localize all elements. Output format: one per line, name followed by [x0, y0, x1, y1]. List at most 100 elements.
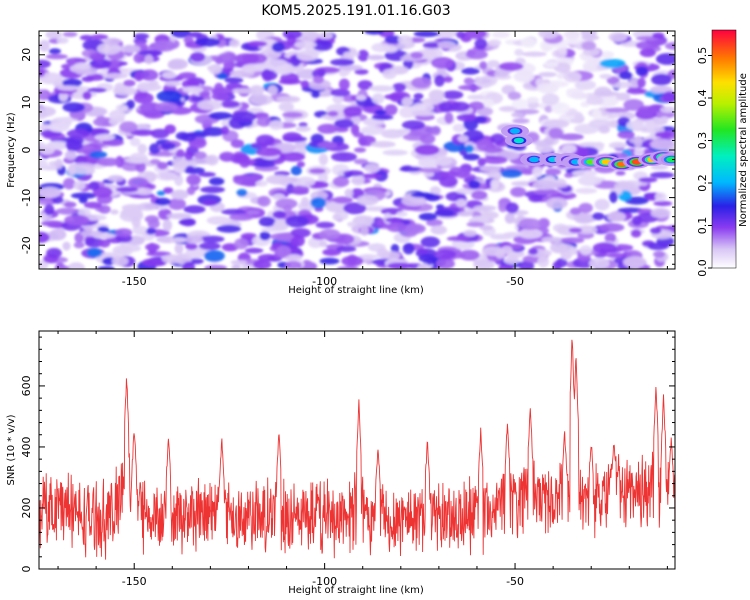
spectrogram-cell	[164, 80, 182, 87]
spectrogram-cell	[664, 42, 675, 50]
spectrogram-cell	[357, 49, 369, 62]
snr-x-axis-title: Height of straight line (km)	[288, 585, 424, 596]
spectrogram-cell	[94, 133, 116, 141]
spectrogram-cell	[609, 191, 618, 204]
spectrogram-cell	[604, 232, 617, 244]
spectrogram-cell	[570, 92, 589, 100]
spectrogram-cell	[623, 256, 647, 268]
spectrogram-cell	[574, 111, 584, 122]
spectrogram-cell	[335, 126, 349, 133]
spectrogram-cell	[167, 198, 186, 211]
spectrogram-cell	[650, 207, 671, 219]
spectrogram-cell	[364, 163, 380, 173]
spectrogram-cell	[467, 94, 485, 100]
spectrogram-cell	[518, 228, 543, 239]
spectrogram-cell	[630, 229, 642, 238]
spectrogram-cell	[234, 238, 249, 250]
spectrogram-cell	[458, 84, 483, 91]
x-tick-label: -150	[122, 275, 147, 288]
spectrogram-cell	[135, 161, 146, 173]
spectrogram-cell	[216, 224, 242, 233]
spectrogram-cell	[608, 32, 628, 42]
spectrogram-cell	[374, 109, 387, 115]
spectrogram-cell	[140, 69, 159, 81]
spectrogram-cell	[174, 243, 184, 255]
spectrogram-cell	[588, 257, 610, 269]
spectrogram-cell	[498, 202, 508, 213]
spectrogram-cell	[267, 85, 278, 96]
spectrogram-cell	[417, 248, 429, 255]
spectrogram-cell	[413, 31, 440, 38]
spectrogram-cell	[206, 216, 231, 225]
spectrogram-cell	[532, 166, 543, 178]
y-tick-label: 20	[20, 48, 33, 62]
spectrogram-cell	[422, 42, 442, 49]
spectrogram-cell	[662, 91, 675, 103]
spectrogram-cell	[387, 262, 413, 269]
spectrogram-cell	[411, 102, 435, 113]
spectrogram-cell	[273, 219, 290, 232]
spectrogram-cell	[227, 219, 240, 227]
spectrogram-heatmap	[39, 31, 675, 269]
spectrogram-cell	[58, 91, 69, 102]
spectrogram-cell	[382, 68, 397, 80]
spectrogram-cell	[439, 175, 458, 188]
spectrogram-cell	[236, 189, 248, 197]
spectrogram-cell	[442, 90, 464, 100]
spectrogram-cell	[461, 67, 480, 75]
spectrogram-cell	[556, 72, 566, 80]
spectrogram-cell	[592, 242, 617, 254]
spectrogram-cell	[356, 94, 367, 101]
spectrogram-cell	[490, 133, 506, 144]
spectrogram-cell	[654, 192, 667, 202]
spectrogram-cell	[62, 102, 85, 113]
spectrogram-cell	[474, 76, 483, 84]
spectrogram-cell	[208, 112, 233, 120]
y-tick-label: 600	[20, 375, 33, 396]
spectrogram-cell	[102, 73, 128, 79]
spectrogram-cell	[123, 79, 136, 87]
spectrogram-cell	[341, 255, 364, 267]
spectrogram-cell	[464, 31, 487, 39]
spectrogram-cell	[312, 40, 333, 51]
spectrogram-y-axis-title: Frequency (Hz)	[6, 112, 17, 188]
spectrogram-cell	[356, 195, 379, 206]
spectrogram-cell	[107, 175, 124, 182]
spectrogram-cell	[455, 198, 467, 208]
spectrogram-cell	[292, 185, 310, 194]
spectrogram-cell	[564, 172, 573, 178]
spectrogram-cell	[434, 249, 457, 260]
spectrogram-cell	[220, 100, 241, 108]
spectrogram-cell	[216, 72, 228, 80]
spectrogram-cell	[154, 102, 179, 112]
spectrogram-cell	[185, 165, 195, 172]
spectrogram-cell	[464, 144, 474, 153]
spectrogram-cell	[660, 116, 669, 122]
spectrogram-cell	[90, 52, 105, 61]
spectrogram-cell	[67, 262, 85, 269]
spectrogram-cell	[244, 247, 264, 254]
y-tick-label: -20	[20, 236, 33, 254]
spectrogram-cell	[364, 31, 384, 35]
spectrogram-cell	[115, 104, 129, 112]
spectrogram-cell	[73, 180, 86, 191]
spectrogram-cell	[538, 71, 557, 78]
spectrogram-cell	[211, 92, 230, 101]
spectrogram-cell	[271, 42, 285, 53]
spectrogram-cell	[317, 172, 329, 184]
spectrogram-cell	[280, 72, 300, 85]
spectrogram-cell	[536, 144, 554, 154]
spectrogram-cell	[330, 88, 351, 97]
spectrogram-cell	[79, 34, 93, 41]
spectrogram-cell	[298, 122, 308, 128]
spectrogram-cell	[300, 196, 310, 207]
spectrogram-cell	[358, 254, 379, 260]
spectrogram-cell	[654, 131, 673, 138]
spectrogram-cell	[511, 112, 525, 118]
spectrogram-cell	[581, 41, 597, 51]
spectrogram-cell	[456, 113, 477, 122]
spectrogram-cell	[410, 51, 424, 59]
spectrogram-cell	[343, 106, 362, 117]
spectrogram-cell	[162, 219, 173, 232]
